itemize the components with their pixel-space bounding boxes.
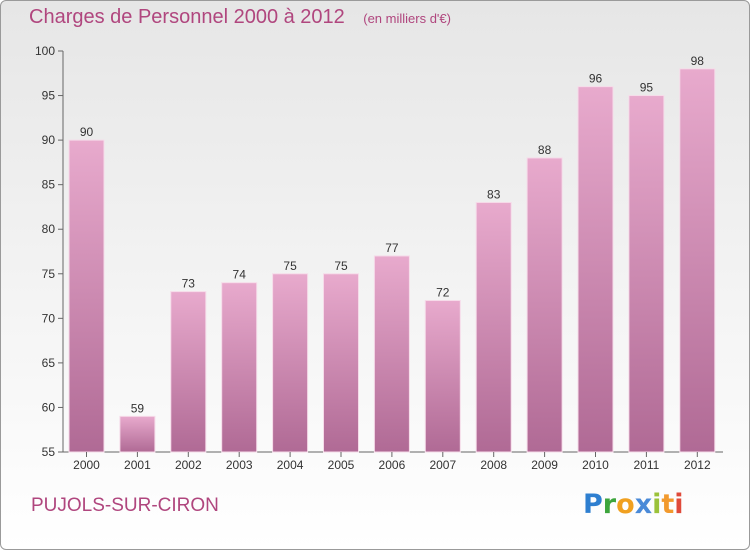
bar <box>679 68 716 453</box>
data-label: 88 <box>538 143 552 157</box>
bar <box>475 201 512 453</box>
proxiti-logo: Proxiti <box>583 489 684 520</box>
x-tick-label: 2003 <box>226 458 253 472</box>
x-tick-label: 2005 <box>328 458 355 472</box>
data-label: 75 <box>334 259 348 273</box>
bar <box>424 300 461 453</box>
chart-title-block: Charges de Personnel 2000 à 2012 (en mil… <box>29 6 451 29</box>
data-label: 96 <box>589 72 603 86</box>
y-tick-label: 65 <box>42 356 56 370</box>
x-tick-label: 2009 <box>531 458 558 472</box>
bar <box>170 291 207 453</box>
x-tick-label: 2011 <box>633 458 659 472</box>
bar <box>221 282 258 453</box>
data-label: 98 <box>691 54 705 68</box>
bar <box>628 95 665 453</box>
bar <box>68 139 105 453</box>
x-tick-label: 2004 <box>277 458 304 472</box>
y-tick-label: 100 <box>35 44 55 58</box>
data-label: 75 <box>283 259 297 273</box>
data-label: 77 <box>385 241 399 255</box>
y-tick-label: 90 <box>42 133 56 147</box>
x-tick-label: 2007 <box>429 458 456 472</box>
data-label: 90 <box>80 125 94 139</box>
x-tick-label: 2012 <box>684 458 711 472</box>
y-tick-label: 75 <box>42 267 56 281</box>
bar <box>526 157 563 453</box>
data-label: 95 <box>640 81 654 95</box>
bar <box>373 255 410 453</box>
x-tick-label: 2002 <box>175 458 202 472</box>
x-tick-label: 2000 <box>73 458 100 472</box>
y-tick-label: 55 <box>42 445 56 459</box>
x-tick-label: 2008 <box>480 458 507 472</box>
bar <box>119 415 156 453</box>
data-label: 73 <box>182 277 196 291</box>
data-label: 59 <box>131 401 145 415</box>
data-label: 83 <box>487 187 501 201</box>
x-tick-label: 2010 <box>582 458 609 472</box>
bar <box>577 86 614 453</box>
data-label: 74 <box>233 268 247 282</box>
y-tick-label: 85 <box>42 178 56 192</box>
x-tick-label: 2006 <box>379 458 406 472</box>
data-label: 72 <box>436 286 450 300</box>
commune-name: PUJOLS-SUR-CIRON <box>31 495 219 516</box>
chart-title: Charges de Personnel 2000 à 2012 <box>29 6 345 28</box>
x-tick-label: 2001 <box>124 458 151 472</box>
y-tick-label: 95 <box>42 89 56 103</box>
bar <box>272 273 309 453</box>
y-tick-label: 70 <box>42 311 56 325</box>
bar <box>323 273 359 453</box>
chart-unit: (en milliers d'€) <box>363 11 451 26</box>
y-tick-label: 60 <box>42 400 56 414</box>
y-tick-label: 80 <box>42 222 56 236</box>
